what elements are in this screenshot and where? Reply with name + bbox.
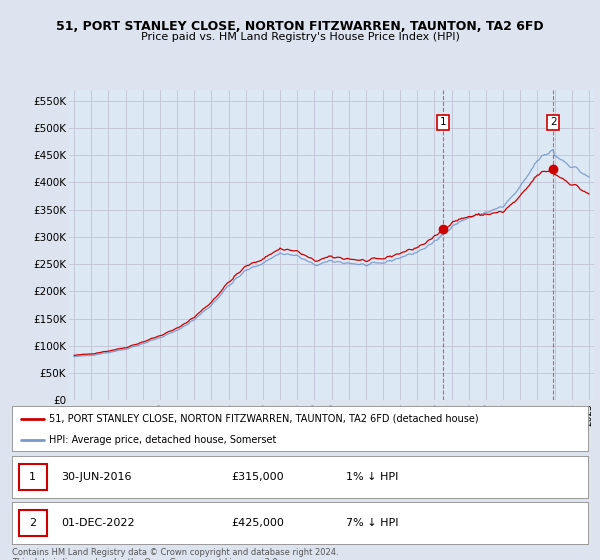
Text: Contains HM Land Registry data © Crown copyright and database right 2024.
This d: Contains HM Land Registry data © Crown c… [12, 548, 338, 560]
FancyBboxPatch shape [19, 464, 47, 491]
Text: £315,000: £315,000 [231, 473, 284, 482]
Text: 51, PORT STANLEY CLOSE, NORTON FITZWARREN, TAUNTON, TA2 6FD (detached house): 51, PORT STANLEY CLOSE, NORTON FITZWARRE… [49, 413, 479, 423]
Text: 1: 1 [29, 473, 36, 482]
Text: 7% ↓ HPI: 7% ↓ HPI [346, 519, 398, 528]
Text: 2: 2 [29, 519, 36, 528]
Text: HPI: Average price, detached house, Somerset: HPI: Average price, detached house, Some… [49, 435, 277, 445]
Text: Price paid vs. HM Land Registry's House Price Index (HPI): Price paid vs. HM Land Registry's House … [140, 32, 460, 43]
Text: 2: 2 [550, 117, 556, 127]
Text: 51, PORT STANLEY CLOSE, NORTON FITZWARREN, TAUNTON, TA2 6FD: 51, PORT STANLEY CLOSE, NORTON FITZWARRE… [56, 20, 544, 32]
Text: 1% ↓ HPI: 1% ↓ HPI [346, 473, 398, 482]
Text: 1: 1 [440, 117, 446, 127]
Text: £425,000: £425,000 [231, 519, 284, 528]
Text: 30-JUN-2016: 30-JUN-2016 [61, 473, 131, 482]
Text: 01-DEC-2022: 01-DEC-2022 [61, 519, 134, 528]
FancyBboxPatch shape [19, 510, 47, 536]
